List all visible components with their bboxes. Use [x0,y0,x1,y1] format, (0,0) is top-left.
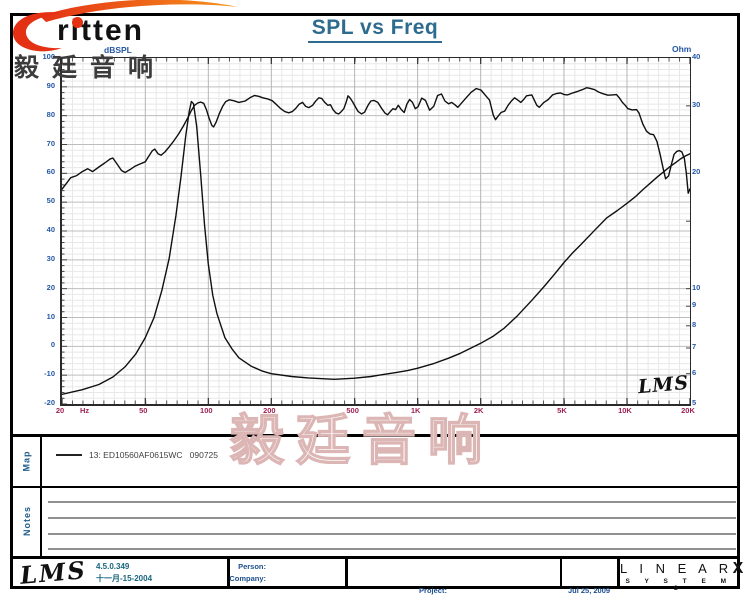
linearx-logo: L I N E A RX S Y S T E M S [620,560,743,592]
x-axis-tick-label: 50 [139,406,148,415]
brand-logo-group: ritten 毅廷音响 [0,0,260,90]
legend-text: 13: ED10560AF0615WC 090725 [89,450,219,460]
y-axis-tick-label: 10 [692,282,701,292]
y-axis-tick-label: 70 [46,138,55,148]
y-axis-tick-label: 90 [46,80,55,90]
map-row-top-border [10,434,740,437]
x-axis-tick-label: 500 [346,406,359,415]
brand-logo-text: ritten [57,14,144,47]
x-axis-tick-label: 5K [557,406,567,415]
linearx-x: X [732,560,744,577]
y-axis-tick-label: 80 [46,109,55,119]
side-label-divider [40,434,42,556]
lms-logo: LMS [18,555,88,590]
y-axis-tick-label: 50 [46,196,55,206]
x-axis-tick-label: 20 [55,406,65,415]
x-axis-tick-label: 200 [263,406,276,415]
y-axis-tick-label: 100 [42,52,55,61]
footer-divider [617,556,620,589]
chart-plot-area [60,57,691,406]
lms-chart-watermark: LMS [637,371,690,399]
notes-rule-line [48,517,736,519]
person-label: Person: [238,562,266,571]
notes-label-cell: Notes [13,488,40,554]
y-axis-tick-label: 20 [46,282,55,292]
version-block: 4.5.0.349 十一月-15-2004 [96,561,152,585]
y-axis-tick-label: 30 [46,253,55,263]
project-label: Project: [419,586,447,595]
x-axis-tick-label: 10K [618,406,632,415]
impedance-curve [62,100,690,395]
linearx-linear: L I N E A R [620,561,733,576]
x-axis-tick-label: 100 [200,406,213,415]
notes-rule-line [48,533,736,535]
map-label-cell: Map [13,437,40,484]
linearx-systems: S Y S T E M S [625,578,733,592]
x-axis-tick-label: 2K [473,406,484,415]
person-company-block: Person: Company: [222,561,266,585]
y-axis-tick-label: 0 [50,340,55,350]
y-axis-tick-label: 10 [46,311,55,321]
y-axis-tick-label: 5 [692,398,697,407]
x-axis-tick-label: 20K [681,406,695,415]
x-axis-tick-label: Hz [80,406,90,415]
y-axis-tick-label: 30 [692,99,701,109]
project-file-block: Project: File: ED10560AF0615WC 20090725.… [347,561,519,600]
legend-line-swatch [56,454,82,456]
title-band: SPL vs Freq [10,16,740,56]
company-label: Company: [229,574,266,583]
y-axis-tick-label: 40 [46,225,55,234]
notes-rule-line [48,548,736,550]
spl-curve [62,87,690,194]
footer-date: Jul 25, 2009 [567,586,611,595]
brand-chinese-name: 毅廷音响 [14,54,167,82]
legend: 13: ED10560AF0615WC 090725 [56,449,218,461]
page-title: SPL vs Freq [307,16,443,43]
datetime-block: Jul 25, 2009 Sat 2:18 pm [560,561,618,600]
notes-row-top-border [10,486,740,488]
y-axis-tick-label: 8 [692,319,697,329]
spl-impedance-chart [62,58,690,404]
y-axis-tick-label: 7 [692,342,697,351]
y-axis-tick-label: -10 [44,369,55,379]
footer-divider [560,556,562,589]
y-right-axis-title: Ohm [672,44,692,54]
version-date: 十一月-15-2004 [96,574,153,583]
y-axis-tick-label: -20 [44,398,55,407]
y-axis-tick-label: 60 [46,167,55,177]
y-axis-tick-label: 6 [692,367,697,377]
y-axis-tick-label: 40 [692,52,701,61]
x-axis-tick-label: 1K [410,406,421,415]
notes-label: Notes [21,505,32,537]
page-frame [10,13,740,589]
version-number: 4.5.0.349 [96,562,130,571]
footer-divider [345,556,348,589]
notes-rule-line [48,501,736,503]
y-axis-tick-label: 9 [692,300,697,310]
footer-top-border [10,556,740,559]
logo-i-dot [72,17,83,28]
map-label: Map [21,450,32,471]
y-axis-tick-label: 20 [692,167,701,177]
chinese-watermark: 毅廷音响 [229,410,494,472]
footer-divider [227,556,230,589]
red-swoosh-icon [12,0,238,52]
y-left-axis-title: dBSPL [104,45,132,55]
